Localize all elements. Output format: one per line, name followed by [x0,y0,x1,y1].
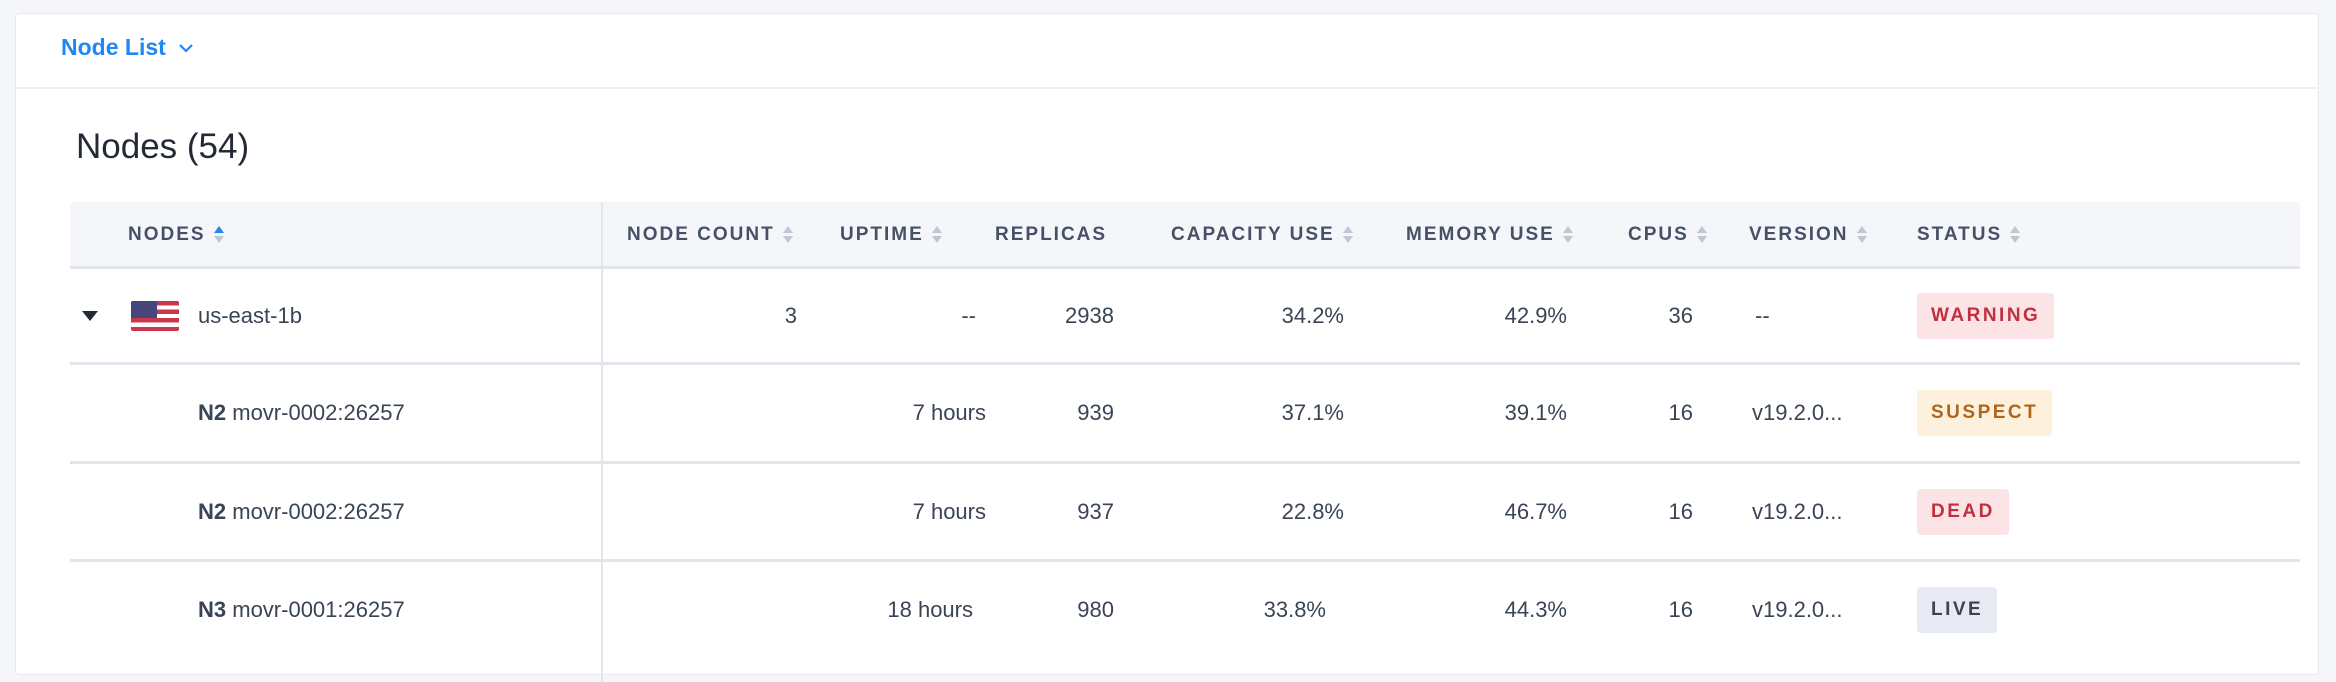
node-list-panel: Node List Nodes (54) NODES NODE COUNT UP… [15,13,2319,682]
capacity-use: 33.8% [1263,597,1326,622]
region-row[interactable]: us-east-1b 3 -- 2938 34.2% 42.9% 36 -- W… [70,269,2300,365]
capacity-use: 22.8% [1281,498,1344,524]
node-row[interactable]: N2 movr-0002:26257 7 hours 939 37.1% 39.… [70,365,2300,464]
sort-icon [1562,225,1573,245]
version: v19.2.0... [1752,498,1843,524]
node-label: N3 movr-0001:26257 [198,597,405,622]
sort-ascending-icon [213,225,224,245]
status-badge: LIVE [1917,587,1998,633]
version: -- [1755,302,1770,328]
replicas: 939 [1077,400,1114,425]
column-header-memory-use[interactable]: MEMORY USE [1406,224,1573,246]
version: v19.2.0... [1752,400,1843,425]
node-label: N2 movr-0002:26257 [198,498,405,524]
nodes-table: NODES NODE COUNT UPTIME REPLICAS CAPACIT… [70,202,2300,682]
status-badge: SUSPECT [1917,390,2053,436]
column-header-uptime[interactable]: UPTIME [840,224,942,246]
node-row[interactable]: N3 movr-0001:26257 18 hours 980 33.8% 44… [70,562,2300,658]
status-badge: WARNING [1917,292,2055,339]
capacity-use: 37.1% [1281,400,1344,425]
column-header-replicas[interactable]: REPLICAS [995,224,1108,245]
memory-use: 46.7% [1504,498,1567,524]
column-header-capacity-use[interactable]: CAPACITY USE [1171,224,1353,246]
cpus: 16 [1668,597,1693,622]
column-header-node-count[interactable]: NODE COUNT [627,224,793,246]
sort-icon [782,225,793,245]
capacity-use: 34.2% [1281,302,1344,328]
caret-down-icon[interactable] [82,310,98,321]
cpus: 36 [1668,302,1693,328]
node-list-dropdown[interactable]: Node List [61,34,194,61]
sort-icon [1856,225,1867,245]
sort-icon [1696,225,1707,245]
node-count: 3 [784,302,797,328]
memory-use: 42.9% [1504,302,1567,328]
uptime: 7 hours [912,400,986,425]
column-divider [601,202,603,682]
sort-icon [1342,225,1353,245]
replicas: 2938 [1065,302,1114,328]
cpus: 16 [1668,498,1693,524]
node-label: N2 movr-0002:26257 [198,400,405,425]
column-header-version[interactable]: VERSION [1749,224,1867,246]
node-row[interactable]: N2 movr-0002:26257 7 hours 937 22.8% 46.… [70,464,2300,562]
replicas: 980 [1077,597,1114,622]
column-header-status[interactable]: STATUS [1917,224,2021,246]
chevron-down-icon [179,43,193,53]
uptime: -- [961,302,976,328]
replicas: 937 [1077,498,1114,524]
column-header-cpus[interactable]: CPUS [1628,224,1707,246]
table-header: NODES NODE COUNT UPTIME REPLICAS CAPACIT… [70,202,2300,269]
memory-use: 39.1% [1504,400,1567,425]
node-list-label: Node List [61,34,166,60]
cpus: 16 [1668,400,1693,425]
us-flag-icon [131,300,179,331]
version: v19.2.0... [1752,597,1843,622]
uptime: 18 hours [887,597,973,622]
region-name: us-east-1b [198,302,302,328]
panel-header: Node List [16,14,2318,89]
column-header-nodes[interactable]: NODES [128,224,224,246]
uptime: 7 hours [912,498,986,524]
sort-icon [2010,225,2021,245]
page-title: Nodes (54) [76,127,250,166]
sort-icon [931,225,942,245]
status-badge: DEAD [1917,488,2009,535]
memory-use: 44.3% [1504,597,1567,622]
